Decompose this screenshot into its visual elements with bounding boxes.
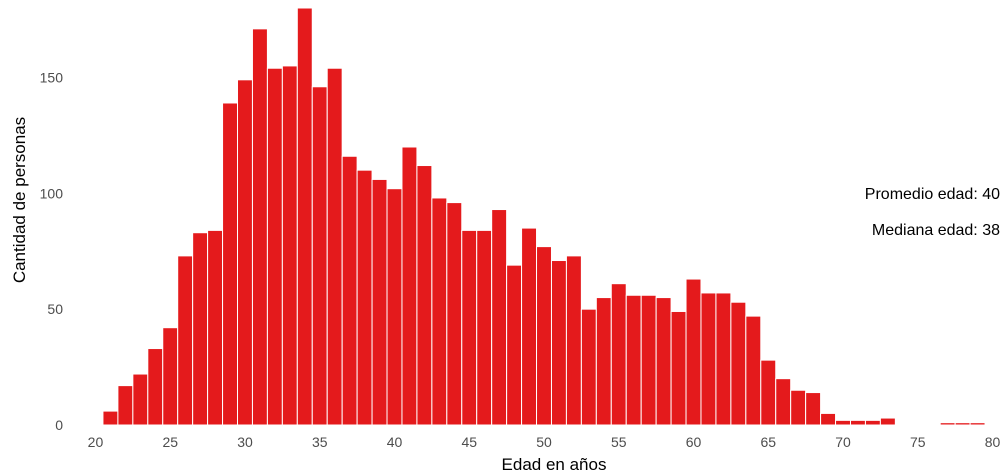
x-tick-label-45: 45 (461, 434, 477, 450)
x-tick-label-65: 65 (760, 434, 776, 450)
histogram-bar-71 (849, 419, 866, 426)
histogram-bar-64 (745, 315, 762, 426)
histogram-bar-48 (506, 264, 523, 426)
histogram-bar-29 (222, 102, 239, 426)
histogram-bar-52 (565, 255, 582, 426)
histogram-bar-30 (237, 79, 253, 426)
x-tick-label-25: 25 (162, 434, 178, 450)
histogram-bar-27 (192, 232, 209, 426)
histogram-bar-50 (536, 246, 552, 426)
y-tick-label-0: 0 (55, 417, 63, 433)
histogram-bar-73 (879, 417, 896, 426)
histogram-bar-51 (550, 260, 567, 426)
histogram-bar-38 (356, 169, 373, 426)
histogram-bar-46 (476, 229, 493, 426)
histogram-bar-59 (670, 310, 687, 426)
y-tick-label-50: 50 (47, 301, 63, 317)
x-axis-ticks: 20 25 30 35 40 45 50 55 60 65 70 75 80 (88, 434, 1001, 450)
x-tick-label-70: 70 (835, 434, 851, 450)
histogram-bar-79 (969, 422, 986, 426)
histogram-bar-33 (281, 65, 298, 426)
histogram-bar-54 (595, 297, 612, 426)
x-tick-label-55: 55 (611, 434, 627, 450)
y-axis-ticks: 0 50 100 150 (40, 70, 64, 434)
histogram-bar-21 (102, 410, 119, 426)
x-tick-label-75: 75 (910, 434, 926, 450)
histogram-bar-67 (790, 389, 807, 426)
histogram-bar-44 (446, 202, 463, 426)
histogram-bar-31 (251, 28, 268, 426)
y-axis-title: Cantidad de personas (10, 117, 29, 283)
histogram-bar-63 (730, 301, 747, 426)
histogram-bar-41 (401, 146, 418, 426)
x-axis-title: Edad en años (502, 455, 607, 474)
histogram-bar-49 (521, 227, 538, 426)
histogram-bar-43 (431, 197, 448, 426)
histogram-bar-37 (341, 155, 358, 426)
histogram-bar-60 (685, 278, 702, 426)
histogram-bar-77 (939, 422, 956, 426)
histogram-bar-24 (147, 348, 164, 426)
histogram-bar-68 (805, 392, 822, 426)
histogram-bar-26 (177, 255, 194, 426)
histogram-bar-34 (296, 7, 313, 426)
x-tick-label-20: 20 (88, 434, 104, 450)
bars-layer (102, 7, 986, 426)
histogram-bar-25 (162, 327, 179, 426)
median-age-annotation: Mediana edad: 38 (872, 222, 1000, 239)
histogram-bar-45 (461, 229, 478, 426)
histogram-bar-69 (820, 412, 837, 426)
histogram-bar-35 (311, 86, 328, 426)
histogram-bar-32 (266, 67, 283, 426)
histogram-bar-39 (371, 178, 388, 426)
histogram-bar-53 (580, 308, 597, 426)
y-tick-label-150: 150 (40, 70, 64, 86)
mean-age-annotation: Promedio edad: 40 (865, 186, 1000, 203)
histogram-bar-57 (640, 294, 657, 426)
x-tick-label-60: 60 (686, 434, 702, 450)
histogram-bar-72 (864, 419, 881, 426)
histogram-bar-23 (132, 373, 149, 426)
histogram-bar-22 (117, 385, 134, 426)
histogram-bar-78 (954, 422, 971, 426)
x-tick-label-50: 50 (536, 434, 552, 450)
histogram-bar-65 (760, 359, 777, 426)
y-tick-label-100: 100 (40, 185, 64, 201)
histogram-bar-28 (207, 229, 224, 426)
histogram-bar-40 (386, 188, 403, 426)
histogram-bar-47 (491, 209, 508, 426)
x-tick-label-35: 35 (312, 434, 328, 450)
histogram-bar-58 (655, 297, 672, 426)
histogram-bar-61 (700, 292, 717, 426)
histogram-bar-55 (610, 283, 627, 426)
histogram-bar-66 (775, 378, 792, 426)
x-tick-label-80: 80 (985, 434, 1001, 450)
histogram-bar-56 (625, 294, 642, 426)
histogram-bar-36 (326, 67, 343, 426)
histogram-bar-42 (416, 165, 433, 426)
x-tick-label-40: 40 (387, 434, 403, 450)
histogram-bar-62 (715, 292, 732, 426)
x-tick-label-30: 30 (237, 434, 253, 450)
histogram-bar-70 (835, 419, 851, 426)
